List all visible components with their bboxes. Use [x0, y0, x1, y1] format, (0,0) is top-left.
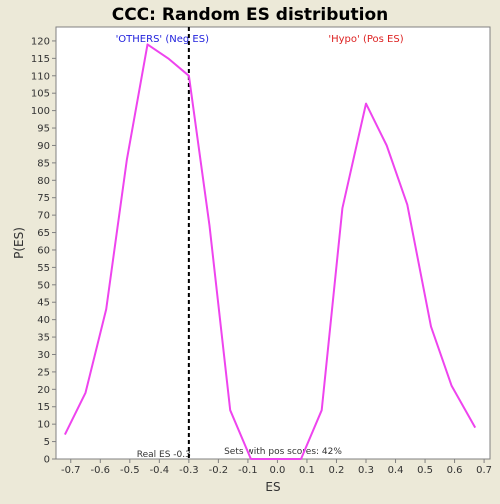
y-tick-label: 40 [37, 315, 50, 326]
x-tick-label: -0.2 [209, 465, 229, 476]
x-tick-label: 0.4 [388, 465, 404, 476]
series-layer [64, 43, 477, 460]
series-line [64, 43, 477, 460]
y-axis-label: P(ES) [12, 227, 26, 259]
x-tick-label: -0.5 [120, 465, 140, 476]
pos-es-label: 'Hypo' (Pos ES) [328, 34, 403, 45]
y-tick-label: 80 [37, 176, 50, 187]
plot-area [55, 26, 491, 460]
x-tick-label: -0.3 [179, 465, 199, 476]
y-tick-label: 0 [44, 455, 50, 466]
x-tick-label: 0.6 [447, 465, 463, 476]
x-tick-label: 0.7 [476, 465, 492, 476]
y-tick-label: 90 [37, 141, 50, 152]
y-tick-label: 95 [37, 124, 50, 135]
y-tick-label: 65 [37, 228, 50, 239]
y-tick-label: 70 [37, 211, 50, 222]
y-tick-label: 85 [37, 158, 50, 169]
x-tick-label: 0.5 [417, 465, 433, 476]
y-tick-label: 100 [31, 106, 50, 117]
x-tick-label: -0.1 [238, 465, 258, 476]
y-tick-label: 75 [37, 193, 50, 204]
x-tick-label: 0.0 [269, 465, 285, 476]
x-tick-label: 0.2 [329, 465, 345, 476]
x-tick-label: -0.4 [150, 465, 170, 476]
pos-scores-label: Sets with pos scores: 42% [224, 447, 342, 457]
y-tick-label: 60 [37, 245, 50, 256]
y-tick-label: 50 [37, 280, 50, 291]
y-tick-label: 35 [37, 333, 50, 344]
x-tick-label: -0.7 [61, 465, 81, 476]
y-tick-label: 115 [31, 54, 50, 65]
y-tick-label: 10 [37, 420, 50, 431]
x-axis-label: ES [265, 480, 280, 494]
y-tick-label: 20 [37, 385, 50, 396]
x-tick-label: -0.6 [91, 465, 111, 476]
neg-es-label: 'OTHERS' (Neg ES) [116, 34, 210, 45]
axes: 0 5 10 15 20 25 30 35 40 45 50 55 60 65 70 75 80 85 90 95 10… [31, 36, 492, 476]
y-tick-label: 105 [31, 89, 50, 100]
x-tick-label: 0.1 [299, 465, 315, 476]
y-tick-label: 25 [37, 367, 50, 378]
y-tick-label: 30 [37, 350, 50, 361]
chart-title: CCC: Random ES distribution [112, 5, 389, 25]
y-tick-label: 55 [37, 263, 50, 274]
y-tick-label: 5 [44, 437, 50, 448]
real-es-label: Real ES -0.3 [137, 450, 191, 460]
y-tick-label: 120 [31, 36, 50, 47]
y-tick-label: 45 [37, 298, 50, 309]
y-tick-label: 15 [37, 402, 50, 413]
x-tick-label: 0.3 [358, 465, 374, 476]
y-tick-label: 110 [31, 71, 50, 82]
